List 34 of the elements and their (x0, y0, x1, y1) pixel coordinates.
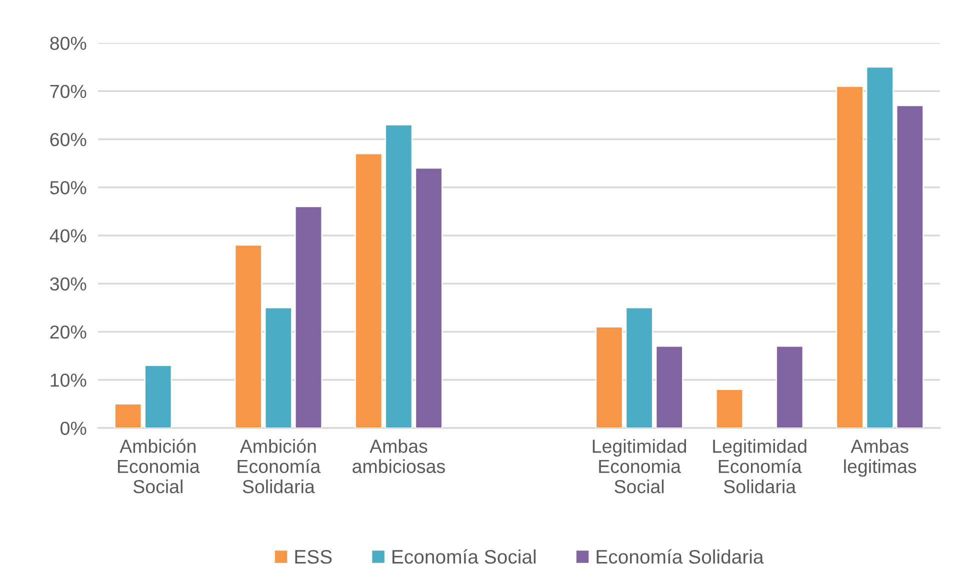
x-tick-label: Ambición Economia Social (118, 438, 200, 494)
bar (836, 86, 864, 428)
legend-label: Economía Solidaria (596, 549, 764, 564)
bar (384, 124, 412, 428)
y-tick-label: 40% (50, 229, 86, 242)
bar (114, 403, 142, 428)
bar (626, 307, 654, 428)
bar (354, 153, 382, 428)
bar (415, 168, 443, 428)
bar (234, 244, 262, 428)
legend-label: Economía Social (392, 549, 536, 564)
y-tick-label: 20% (50, 325, 86, 339)
legend-label: ESS (295, 550, 332, 564)
bar (866, 66, 894, 428)
x-tick-label: Ambas legitimas (844, 439, 916, 477)
y-tick-label: 30% (50, 277, 86, 291)
y-tick-label: 0% (60, 422, 86, 435)
bar (776, 346, 804, 428)
bar (144, 364, 172, 428)
bar (294, 206, 322, 428)
bar (716, 388, 744, 428)
x-tick-label: Legitimidad Economia Social (592, 439, 686, 494)
y-tick-label: 80% (50, 36, 86, 50)
bar (896, 105, 924, 428)
y-tick-label: 10% (50, 374, 86, 387)
x-tick-label: Ambición Economía Solidaria (238, 438, 321, 494)
y-tick-label: 70% (50, 84, 86, 98)
x-tick-label: Legitimidad Economía Solidaria (713, 439, 806, 494)
y-tick-label: 50% (50, 181, 86, 194)
bar (595, 326, 623, 428)
bar (656, 346, 684, 428)
y-tick-label: 60% (50, 132, 86, 146)
bar (264, 307, 292, 428)
x-tick-label: Ambas ambiciosas (352, 439, 445, 474)
